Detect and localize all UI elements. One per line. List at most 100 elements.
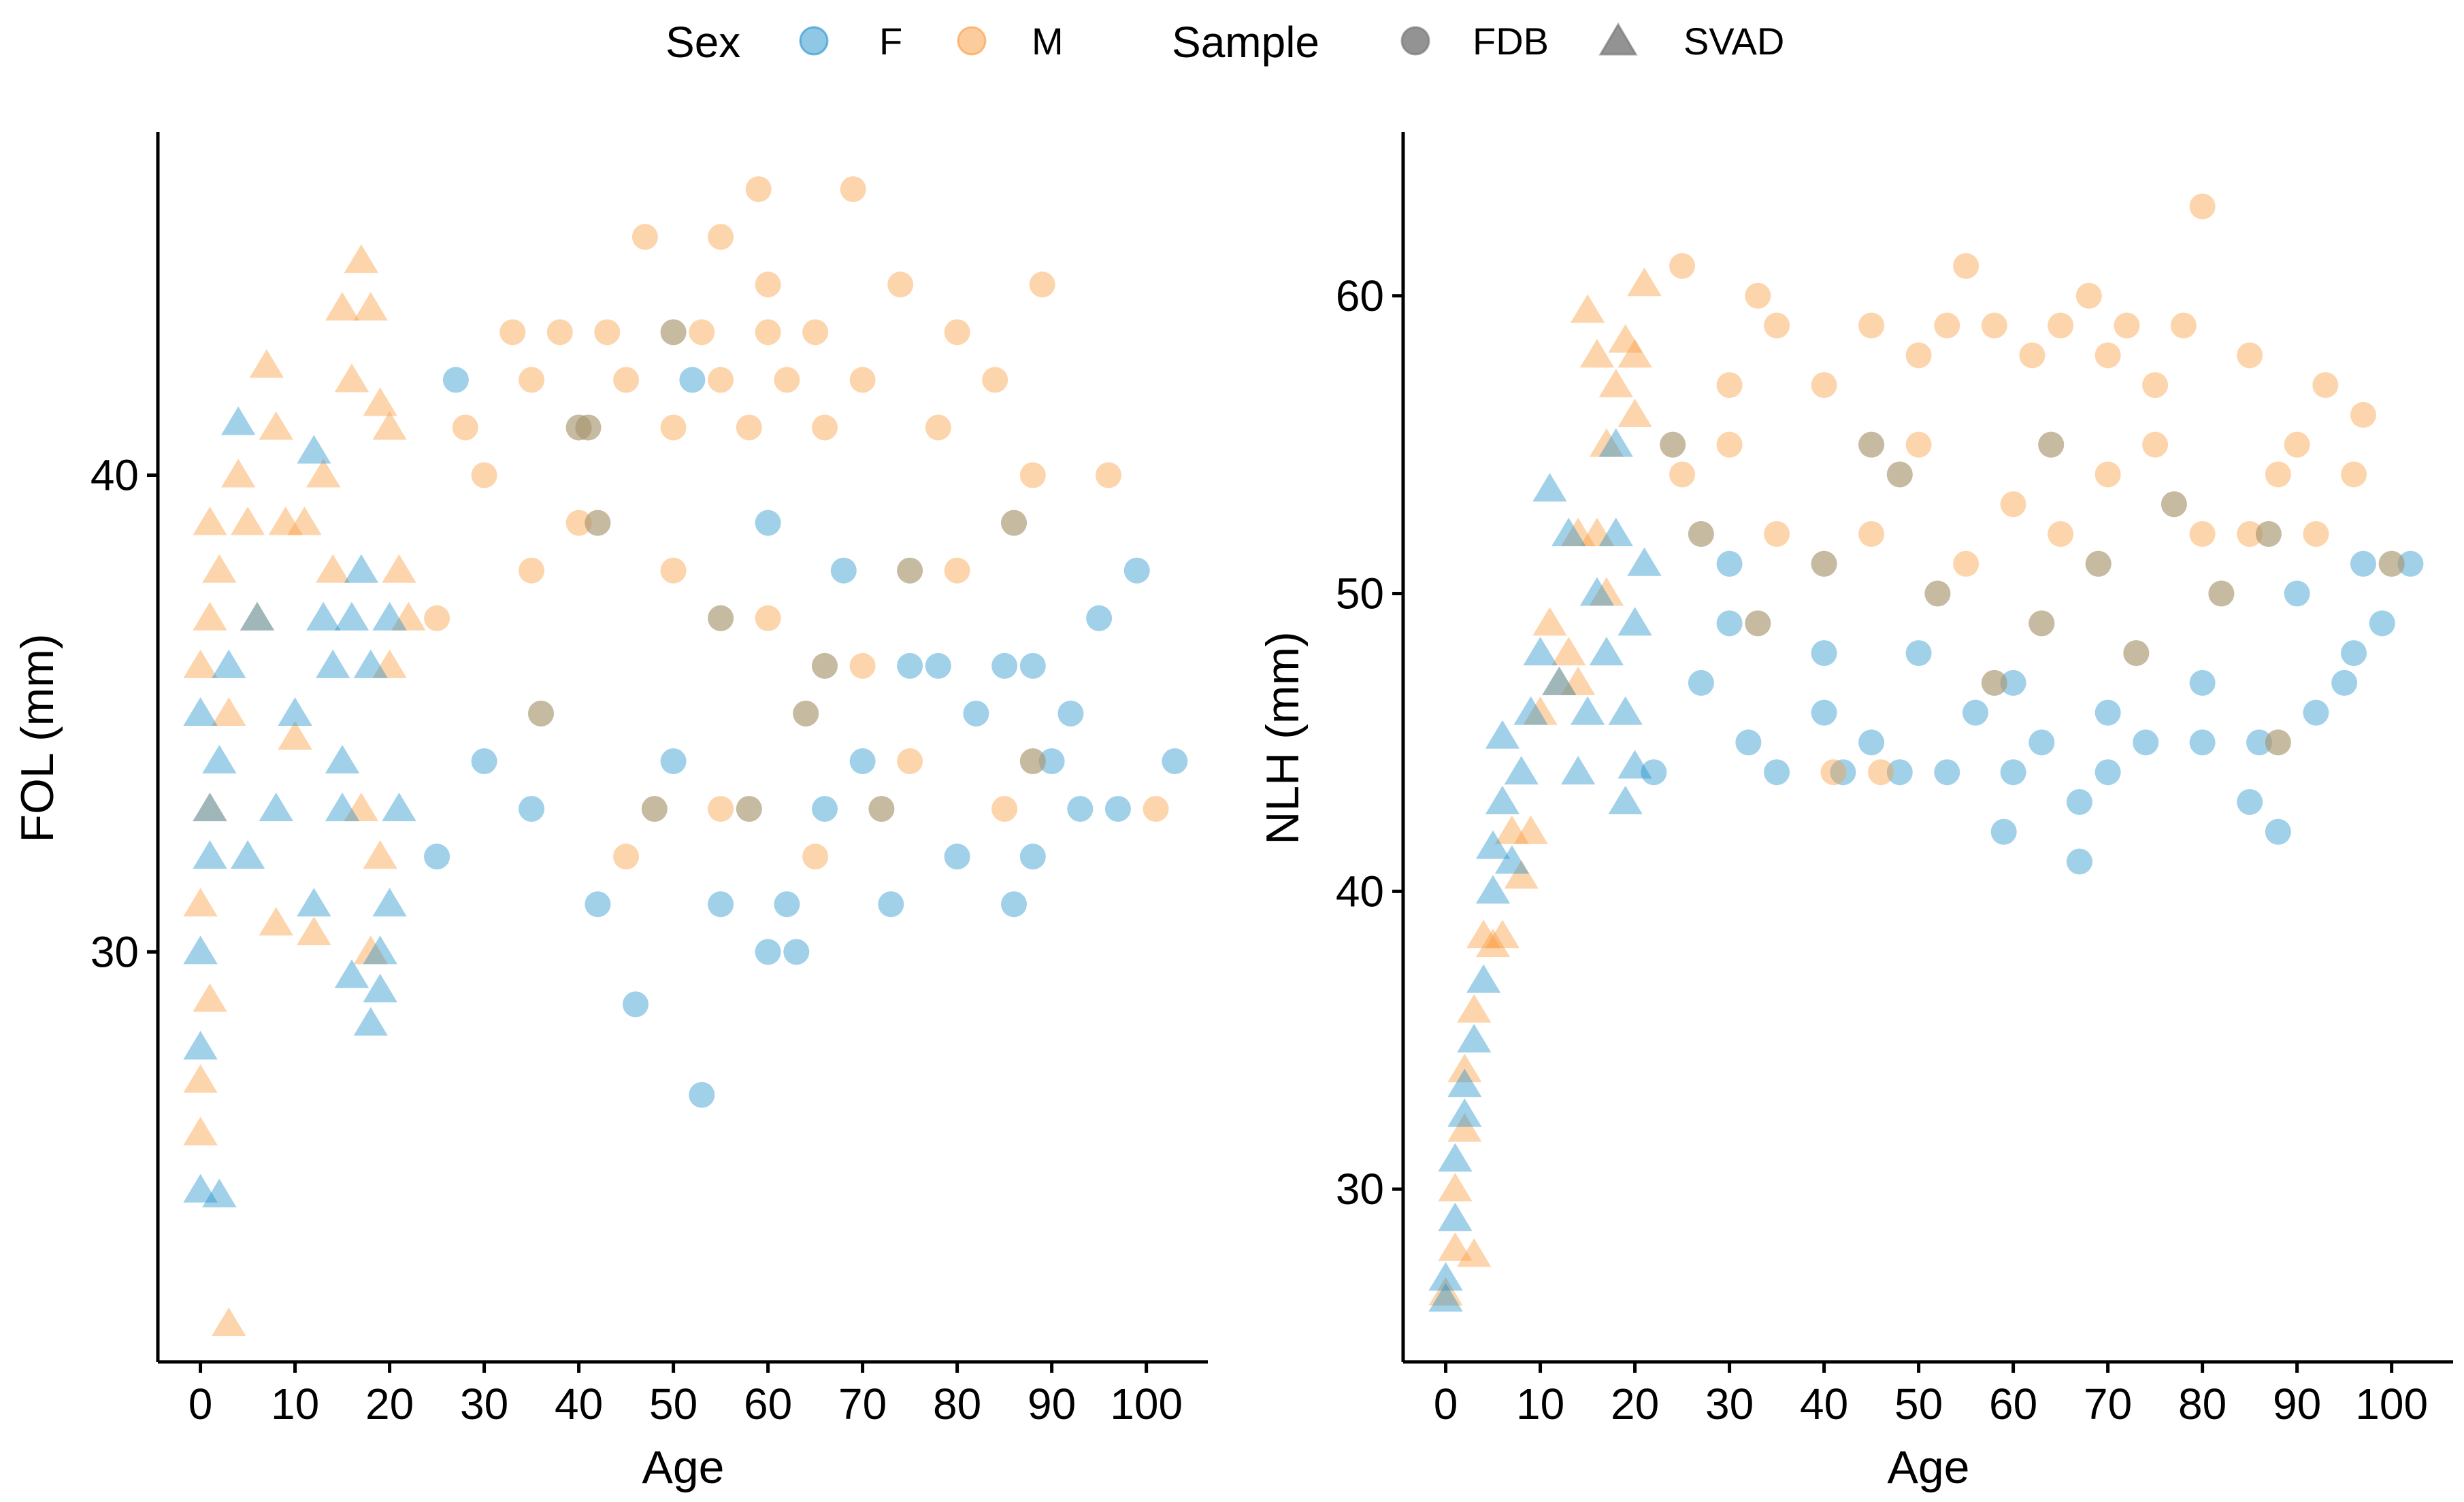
nlh-svad-f-point: [1617, 750, 1652, 779]
fol-fdb-f-point: [585, 510, 611, 536]
fol-svad-m-point: [183, 1116, 218, 1146]
nlh-svad-f-point: [1542, 666, 1577, 695]
nlh-fdb-f-point: [1688, 520, 1714, 547]
nlh-fdb-m-point: [1981, 312, 2007, 339]
fol-svad-m-point: [268, 506, 303, 535]
fol-svad-m-point: [287, 506, 322, 535]
nlh-svad-f-point: [1617, 607, 1652, 636]
fol-x-tick-label: 20: [365, 1380, 414, 1429]
nlh-svad-m-point: [1560, 517, 1596, 546]
nlh-svad-f-point: [1457, 1024, 1492, 1053]
nlh-svad-m-point: [1457, 1238, 1492, 1267]
nlh-fdb-f-point: [2133, 729, 2159, 756]
nlh-fdb-f-point: [2350, 550, 2376, 577]
fol-svad-m-point: [278, 720, 312, 750]
fol-fdb-f-point: [830, 557, 857, 584]
nlh-fdb-f-point: [2189, 729, 2216, 756]
fol-fdb-f-point: [1001, 510, 1028, 536]
nlh-svad-f-point: [1447, 1098, 1482, 1127]
fol-fdb-m-point: [925, 414, 951, 441]
nlh-svad-f-point: [1523, 637, 1558, 666]
nlh-fdb-f-point: [1688, 669, 1714, 696]
nlh-svad-m-point: [1579, 517, 1615, 546]
fol-fdb-m-point: [1001, 510, 1028, 536]
fol-fdb-m-point: [708, 605, 734, 631]
nlh-svad-f-point: [1579, 577, 1615, 606]
fol-x-tick-label: 90: [1028, 1380, 1076, 1429]
nlh-fdb-f-point: [2265, 818, 2291, 845]
nlh-fdb-f-point: [2123, 640, 2150, 667]
nlh-fdb-f-point: [2208, 580, 2235, 607]
fol-svad-m-point: [259, 411, 293, 440]
fol-svad-m-point: [212, 697, 246, 726]
fol-svad-f-point: [306, 601, 341, 631]
fol-svad-f-point: [240, 601, 275, 631]
nlh-svad-m-point: [1532, 607, 1567, 636]
nlh-fdb-m-point: [2038, 431, 2065, 458]
legend-m-label: M: [1032, 20, 1064, 63]
fol-svad-f-point: [230, 840, 265, 869]
fol-svad-m-point: [334, 363, 369, 393]
fol-fdb-f-point: [527, 700, 554, 727]
nlh-svad-m-point: [1523, 696, 1558, 725]
legend-f-marker: [799, 26, 829, 56]
nlh-fdb-f-point: [1660, 431, 1686, 458]
legend-m-marker: [957, 26, 987, 56]
fol-fdb-m-point: [546, 319, 573, 346]
nlh-fdb-m-point: [2255, 520, 2282, 547]
fol-svad-f-point: [382, 792, 416, 822]
fol-svad-f-point: [297, 435, 331, 464]
fol-svad-f-point: [334, 601, 369, 631]
nlh-svad-f-point: [1438, 1202, 1473, 1231]
fol-fdb-f-point: [812, 796, 838, 822]
nlh-svad-f-point: [1485, 720, 1520, 749]
panel-nlh: 0 10 20 30 40 50 60 70 80 90 100 30 40 50 60 Age NLH (…: [1257, 132, 2453, 1493]
fol-svad-f-point: [259, 792, 293, 822]
nlh-svad-f-point: [1560, 756, 1596, 785]
nlh-svad-m-point: [1551, 637, 1586, 666]
fol-fdb-f-point: [755, 939, 781, 965]
fol-fdb-m-point: [708, 224, 734, 250]
nlh-fdb-m-point: [2085, 550, 2112, 577]
fol-svad-m-point: [344, 792, 379, 822]
nlh-svad-f-point: [1513, 696, 1548, 725]
fol-fdb-m-point: [585, 510, 611, 536]
nlh-plot-area: [1428, 193, 2424, 1312]
nlh-x-tick-label: 20: [1611, 1380, 1659, 1429]
nlh-fdb-f-point: [1716, 610, 1743, 637]
nlh-svad-f-point: [1532, 473, 1567, 502]
nlh-x-tick-label: 70: [2084, 1380, 2132, 1429]
fol-svad-f-point: [372, 888, 407, 917]
fol-fdb-m-point: [745, 176, 772, 203]
nlh-fdb-f-point: [2246, 729, 2273, 756]
nlh-x-tick-label: 60: [1989, 1380, 2037, 1429]
nlh-x-tick-label: 40: [1800, 1380, 1848, 1429]
nlh-svad-m-point: [1504, 860, 1539, 889]
fol-svad-m-point: [363, 840, 397, 869]
fol-svad-m-point: [391, 601, 426, 631]
fol-x-tick-label: 50: [649, 1380, 697, 1429]
legend-sex-title: Sex: [666, 18, 740, 67]
nlh-svad-f-point: [1589, 637, 1624, 666]
fol-fdb-f-point: [897, 557, 923, 584]
nlh-y-tick-label: 50: [1336, 569, 1384, 618]
nlh-svad-f-point: [1598, 517, 1633, 546]
fol-svad-m-point: [220, 458, 256, 488]
nlh-fdb-m-point: [1924, 580, 1951, 607]
nlh-fdb-f-point: [1981, 669, 2007, 696]
nlh-fdb-m-point: [2142, 372, 2169, 399]
nlh-svad-f-point: [1466, 964, 1501, 993]
fol-fdb-f-point: [575, 414, 602, 441]
fol-fdb-m-point: [641, 796, 668, 822]
fol-fdb-m-point: [708, 796, 734, 822]
nlh-fdb-m-point: [2170, 312, 2197, 339]
nlh-fdb-m-point: [1858, 431, 1885, 458]
fol-fdb-m-point: [944, 319, 970, 346]
fol-svad-m-point: [212, 1307, 246, 1336]
legend-sample-title: Sample: [1172, 18, 1319, 67]
nlh-fdb-f-point: [1990, 818, 2017, 845]
nlh-x-tick-label: 80: [2178, 1380, 2227, 1429]
fol-fdb-m-point: [575, 414, 602, 441]
fol-fdb-f-point: [1162, 748, 1188, 775]
fol-fdb-f-point: [519, 796, 545, 822]
